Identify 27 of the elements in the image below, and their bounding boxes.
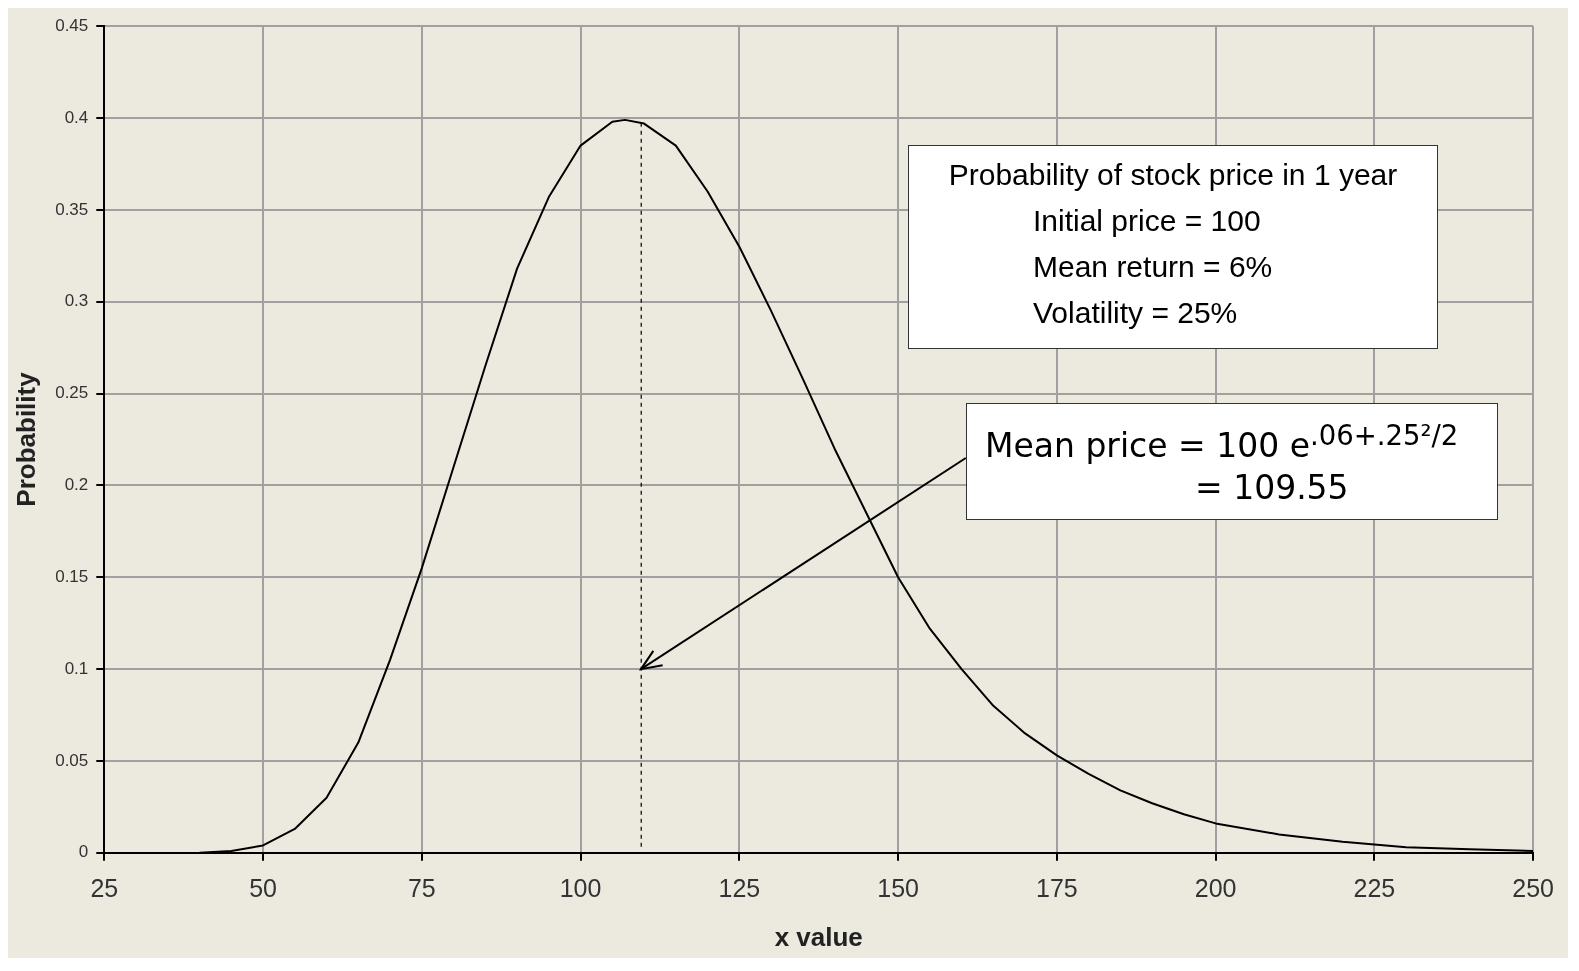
annotation: Mean price = 100 e$^{.06+.25²/2}$ = 109.55 <box>985 418 1460 509</box>
x-tick-label: 175 <box>1036 873 1078 902</box>
x-tick-label: 125 <box>718 873 761 902</box>
y-tick-label: 0.4 <box>64 107 89 127</box>
y-tick-label: 0 <box>78 842 89 862</box>
y-tick-label: 0.3 <box>64 291 89 311</box>
y-axis-title: Probability <box>10 371 41 507</box>
x-axis-title: x value <box>774 921 863 952</box>
x-tick-label: 250 <box>1512 873 1554 902</box>
annotation: Mean return = 6% <box>1032 249 1274 285</box>
text: Probability of stock price in 1 year <box>947 157 1399 193</box>
x-tick-label: 150 <box>877 873 919 902</box>
x-tick-label: 25 <box>90 873 119 902</box>
x-tick-label: 200 <box>1194 873 1237 902</box>
y-tick-label: 0.45 <box>55 15 89 35</box>
x-tick-label: 50 <box>249 873 277 902</box>
y-tick-label: 0.2 <box>64 475 89 495</box>
annotation: Volatility = 25% <box>1032 295 1239 331</box>
y-tick-label: 0.05 <box>55 750 89 770</box>
y-tick-label: 0.1 <box>64 658 89 678</box>
y-tick-label: 0.35 <box>55 199 89 219</box>
y-tick-label: 0.15 <box>55 566 89 586</box>
x-tick-label: 100 <box>559 873 602 902</box>
y-tick-label: 0.25 <box>55 383 89 403</box>
x-tick-label: 75 <box>407 873 436 902</box>
x-tick-label: 225 <box>1353 873 1396 902</box>
annotation: Initial price = 100 <box>1032 203 1262 239</box>
